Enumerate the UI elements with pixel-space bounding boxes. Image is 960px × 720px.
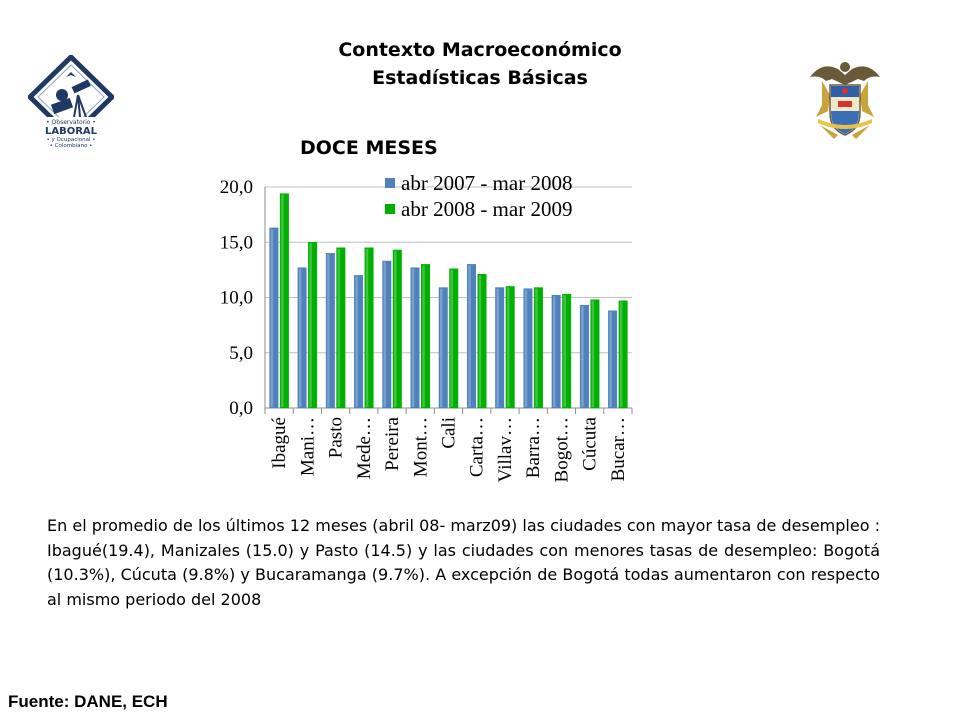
legend-swatch bbox=[385, 204, 395, 214]
bar-highlight bbox=[450, 269, 453, 407]
bar-series2 bbox=[533, 287, 543, 409]
bar-series1 bbox=[466, 264, 476, 409]
x-category-label: Pasto bbox=[326, 417, 347, 458]
x-category-label: Pereira bbox=[382, 416, 403, 470]
bar-series1 bbox=[354, 275, 364, 409]
bar-series1 bbox=[382, 260, 392, 409]
bar-highlight bbox=[440, 288, 443, 407]
bar-highlight bbox=[591, 300, 595, 407]
y-tick-label: 20,0 bbox=[220, 177, 253, 198]
chart-bars bbox=[269, 193, 628, 409]
bar-highlight bbox=[552, 296, 556, 407]
x-category-label: Cúcuta bbox=[580, 416, 601, 470]
x-category-label: Mani… bbox=[297, 417, 318, 476]
bar-highlight bbox=[422, 265, 425, 407]
x-category-label: Ibagué bbox=[269, 417, 290, 469]
bar-highlight bbox=[619, 301, 623, 407]
bar-highlight bbox=[337, 248, 341, 407]
bar-series2 bbox=[308, 242, 318, 409]
header-title: Contexto Macroeconómico bbox=[338, 39, 622, 61]
bar-series1 bbox=[608, 310, 618, 409]
logo-text-main: LABORAL bbox=[45, 126, 98, 137]
bar-series2 bbox=[562, 293, 572, 409]
bar-highlight bbox=[563, 295, 566, 407]
bar-series2 bbox=[364, 247, 374, 409]
bar-highlight bbox=[270, 228, 274, 407]
bar-highlight bbox=[365, 248, 369, 407]
chart-axes: 0,0 5,0 10,0 15,0 20,0 Ibagué Mani… Pasto Mede… P… bbox=[220, 177, 633, 482]
bar-highlight bbox=[478, 275, 482, 407]
bar-highlight bbox=[411, 268, 415, 407]
logo-text-sub1: • y Ocupacional • bbox=[47, 137, 96, 143]
x-category-label: Carta… bbox=[467, 417, 488, 477]
y-tick-label: 15,0 bbox=[220, 232, 253, 253]
bar-series2 bbox=[477, 274, 487, 409]
x-category-label: Villav… bbox=[495, 417, 516, 482]
bar-series2 bbox=[590, 299, 600, 409]
source-note: Fuente: DANE, ECH bbox=[8, 692, 168, 711]
bar-series1 bbox=[297, 267, 307, 409]
legend-swatch bbox=[385, 178, 395, 188]
bar-series2 bbox=[505, 286, 515, 409]
y-tick-label: 10,0 bbox=[220, 288, 253, 309]
header-subtitle: Estadísticas Básicas bbox=[372, 67, 588, 89]
logo-text-sub2: • Colombiano • bbox=[50, 143, 93, 149]
bar-series1 bbox=[438, 287, 448, 409]
bar-series2 bbox=[421, 264, 431, 409]
bar-series2 bbox=[279, 193, 289, 409]
bar-series1 bbox=[579, 304, 589, 409]
bar-highlight bbox=[468, 265, 471, 407]
summary-paragraph: En el promedio de los últimos 12 meses (… bbox=[47, 516, 880, 609]
x-category-label: Bogot… bbox=[551, 417, 572, 482]
bar-series1 bbox=[551, 295, 561, 409]
x-category-label: Bucar… bbox=[608, 417, 629, 481]
coat-of-arms-icon bbox=[810, 62, 880, 139]
bar-highlight bbox=[281, 194, 284, 407]
y-tick-label: 0,0 bbox=[229, 398, 253, 419]
bar-highlight bbox=[355, 276, 358, 407]
x-category-label: Barra… bbox=[523, 417, 544, 478]
bar-highlight bbox=[309, 243, 312, 407]
bar-highlight bbox=[394, 250, 397, 407]
bar-highlight bbox=[298, 268, 302, 407]
chart-heading: DOCE MESES bbox=[300, 137, 438, 159]
observatorio-laboral-logo: • Observatorio • LABORAL • y Ocupacional… bbox=[28, 55, 114, 149]
bar-series2 bbox=[618, 300, 628, 409]
bar-highlight bbox=[524, 289, 528, 407]
bar-series1 bbox=[410, 267, 420, 409]
logo-text-top: • Observatorio • bbox=[46, 119, 96, 126]
bar-highlight bbox=[327, 254, 330, 407]
bar-highlight bbox=[383, 262, 387, 407]
bar-series2 bbox=[336, 247, 346, 409]
x-category-label: Mede… bbox=[354, 417, 375, 479]
bar-series2 bbox=[449, 268, 459, 409]
bar-highlight bbox=[506, 287, 510, 407]
x-category-label: Mont… bbox=[410, 417, 431, 477]
bar-chart: 0,0 5,0 10,0 15,0 20,0 Ibagué Mani… Pasto Mede… P… bbox=[220, 171, 633, 482]
bar-series1 bbox=[325, 253, 335, 409]
bar-series2 bbox=[392, 249, 402, 409]
x-category-label: Cali bbox=[439, 417, 460, 449]
bar-series1 bbox=[523, 288, 533, 409]
legend-label: abr 2007 - mar 2008 bbox=[401, 171, 572, 195]
bar-highlight bbox=[496, 288, 499, 407]
bar-highlight bbox=[581, 306, 584, 407]
legend-label: abr 2008 - mar 2009 bbox=[401, 197, 572, 221]
bar-highlight bbox=[535, 288, 538, 407]
y-tick-label: 5,0 bbox=[229, 343, 253, 364]
bar-series1 bbox=[269, 227, 279, 409]
bar-highlight bbox=[609, 311, 612, 407]
page-header: Contexto Macroeconómico Estadísticas Bás… bbox=[250, 36, 710, 92]
bar-series1 bbox=[495, 287, 505, 409]
